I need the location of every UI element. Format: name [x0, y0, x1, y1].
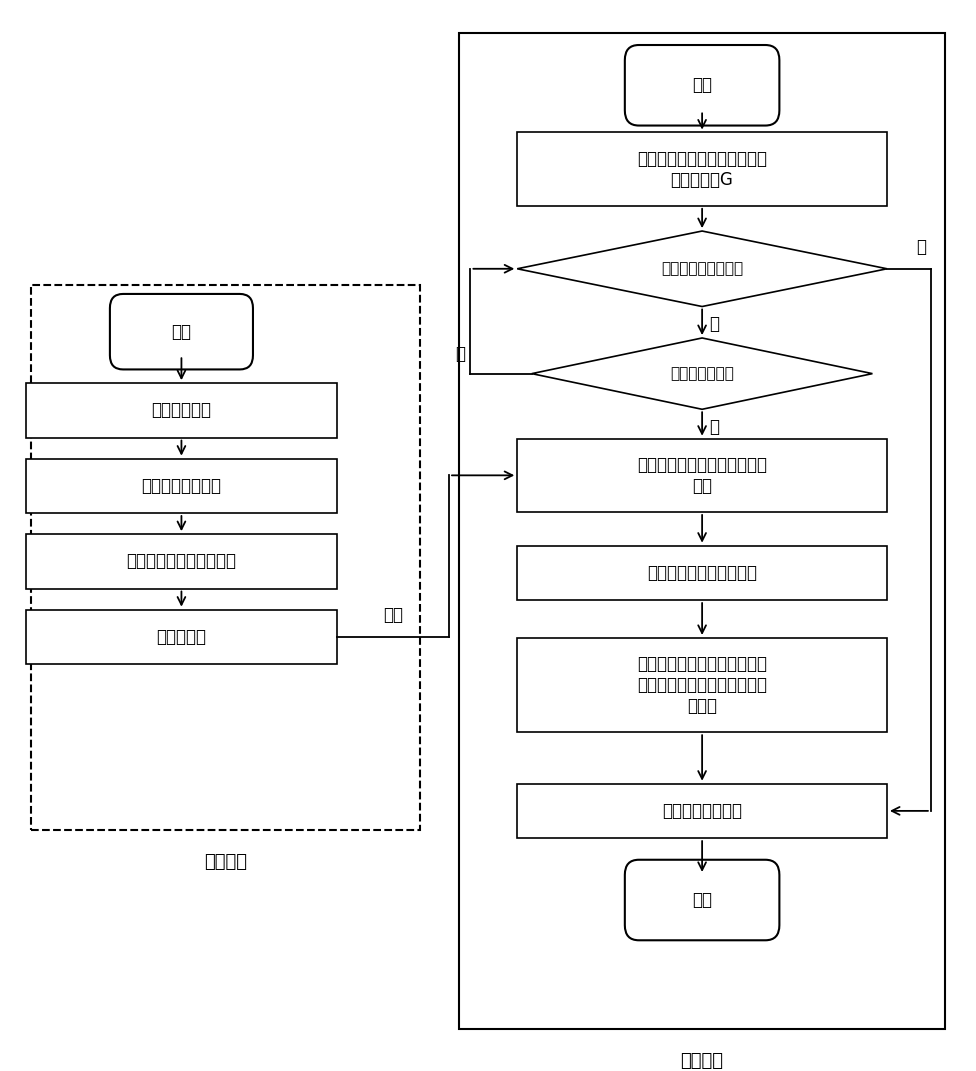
Bar	[517, 545, 887, 600]
Text: 求解电网解列断面: 求解电网解列断面	[662, 802, 742, 820]
Text: 结束: 结束	[692, 891, 712, 909]
Text: 是: 是	[709, 418, 718, 436]
Text: 开始: 开始	[172, 322, 191, 341]
FancyBboxPatch shape	[625, 860, 780, 940]
Bar	[459, 33, 946, 1029]
FancyBboxPatch shape	[110, 293, 253, 369]
Text: 开始: 开始	[692, 76, 712, 94]
Text: 计算凸优化的约束方程组: 计算凸优化的约束方程组	[127, 553, 236, 571]
FancyBboxPatch shape	[625, 45, 780, 125]
Text: 是: 是	[709, 315, 718, 333]
Bar	[25, 383, 337, 438]
Bar	[517, 784, 887, 839]
Polygon shape	[517, 231, 887, 306]
Text: 系统是否已失稳: 系统是否已失稳	[671, 366, 734, 381]
Bar	[517, 439, 887, 512]
Text: 求解同调发电机间最短路径，
增加同调发电机群内部节点支
路约束: 求解同调发电机间最短路径， 增加同调发电机群内部节点支 路约束	[637, 655, 767, 714]
Text: 构建节点导纳矩阵: 构建节点导纳矩阵	[142, 477, 222, 495]
Text: 系统是否发生大扰动: 系统是否发生大扰动	[661, 261, 743, 276]
Text: 增加分群、支路相关约束: 增加分群、支路相关约束	[647, 563, 757, 582]
Text: 采集潮流信息: 采集潮流信息	[151, 402, 212, 420]
Text: 离线部分: 离线部分	[204, 853, 247, 871]
Bar	[30, 285, 420, 830]
Polygon shape	[532, 338, 873, 409]
Text: 抽取: 抽取	[384, 606, 403, 624]
Bar	[25, 609, 337, 664]
Bar	[25, 534, 337, 589]
Text: 采集潮流信息，构建电力系统
邻接矩阵图G: 采集潮流信息，构建电力系统 邻接矩阵图G	[637, 150, 767, 188]
Bar	[517, 133, 887, 206]
Text: 存入数据库: 存入数据库	[156, 628, 207, 646]
Bar	[517, 638, 887, 733]
Bar	[25, 458, 337, 513]
Text: 否: 否	[915, 238, 926, 256]
Text: 在线部分: 在线部分	[680, 1052, 723, 1070]
Text: 否: 否	[456, 345, 466, 363]
Text: 根据在线信息，抽取相关约束
方程: 根据在线信息，抽取相关约束 方程	[637, 456, 767, 495]
